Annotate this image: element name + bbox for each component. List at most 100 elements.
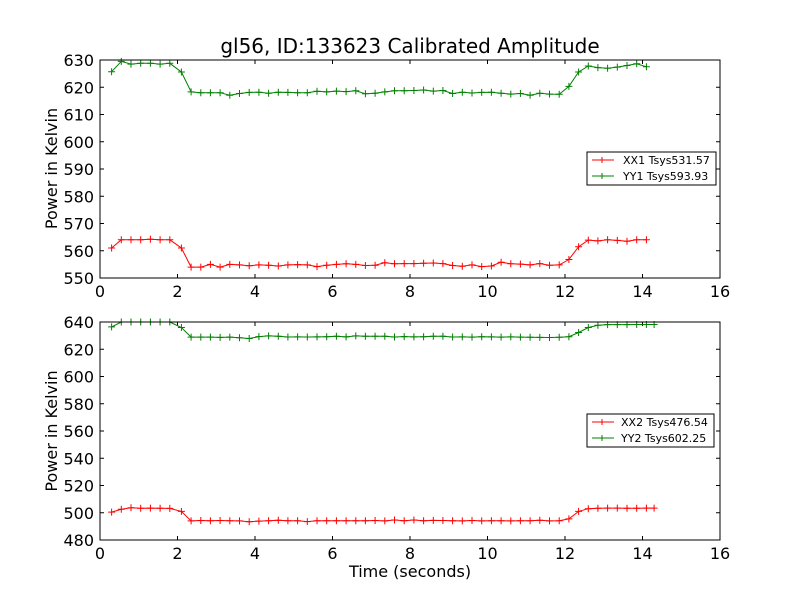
bottom-series-1-point: [284, 333, 292, 341]
top-plot-frame: [99, 59, 721, 279]
top-series-1-point: [137, 59, 145, 67]
top-series-1-point: [226, 91, 234, 99]
top-series-0-point: [197, 263, 205, 271]
top-series-0-point: [137, 236, 145, 244]
top-series-1-point: [536, 89, 544, 97]
bottom-series-0-point: [156, 504, 164, 512]
bottom-series-0-point: [313, 517, 321, 525]
top-x-tick-label: 0: [95, 282, 105, 301]
top-series-1-point: [400, 87, 408, 95]
top-series-1-point: [352, 87, 360, 95]
top-x-tick-label: 14: [632, 282, 652, 301]
top-series-1-point: [633, 60, 641, 68]
bottom-series-0-point: [555, 517, 563, 525]
bottom-series-1-point: [391, 333, 398, 341]
top-series-1-point: [255, 88, 263, 96]
bottom-series-0-point: [507, 517, 515, 525]
top-legend: XX1 Tsys531.57 YY1 Tsys593.93: [586, 151, 717, 186]
bottom-series-1-point: [274, 332, 282, 340]
top-series-1-point: [156, 60, 164, 68]
top-series-0-point: [117, 236, 125, 244]
top-series-0-point: [342, 260, 350, 268]
top-series-1-point: [197, 89, 205, 97]
top-series-0-point: [546, 261, 553, 269]
top-series-0-point: [265, 261, 273, 269]
top-series-1-point: [361, 90, 369, 98]
bottom-series-1-point: [575, 329, 583, 336]
bottom-y-tick-label: 620: [63, 340, 94, 359]
top-x-tick-label: 10: [477, 282, 497, 301]
top-y-tick-label: 560: [63, 242, 94, 261]
bottom-series-0-point: [226, 517, 234, 525]
bottom-series-0-point: [391, 516, 398, 524]
top-series-1-point: [546, 90, 553, 98]
bottom-series-1-point: [449, 333, 457, 341]
top-series-0-point: [206, 260, 214, 268]
top-series-1-point: [245, 88, 253, 96]
bottom-series-0-point: [458, 517, 466, 525]
bottom-series-0-point: [117, 505, 125, 513]
bottom-series-1-point: [565, 333, 573, 341]
bottom-x-tick-label: 8: [405, 544, 415, 563]
bottom-series-1-point: [439, 332, 447, 340]
top-series-1-point: [284, 88, 292, 96]
top-series-1-point: [594, 64, 602, 72]
bottom-series-0-point: [487, 517, 495, 525]
bottom-legend-marker-xx2: [599, 419, 605, 425]
bottom-series-0-point: [137, 504, 145, 512]
top-series-0-point: [400, 260, 408, 268]
bottom-series-1-point: [458, 333, 466, 341]
top-series-1-point: [613, 63, 621, 71]
top-series-0-point: [642, 236, 650, 244]
bottom-series-0-point: [468, 517, 476, 524]
bottom-series-1-point: [536, 333, 544, 341]
bottom-series-1-point: [516, 333, 524, 341]
bottom-series-0-point: [127, 504, 135, 512]
bottom-series-1-point: [352, 332, 360, 340]
top-series-1-point: [555, 90, 563, 98]
bottom-x-tick-label: 12: [555, 544, 575, 563]
bottom-series-1-point: [294, 333, 302, 341]
top-series-0-point: [487, 262, 495, 270]
bottom-series-0-point: [420, 517, 428, 525]
bottom-series-0-point: [323, 517, 331, 525]
bottom-series-0-point: [594, 504, 602, 512]
bottom-x-tick-label: 2: [172, 544, 182, 563]
bottom-series-1-point: [400, 333, 408, 341]
top-x-tick-label: 12: [555, 282, 575, 301]
bottom-series-0-point: [352, 517, 360, 525]
bottom-series-0-point: [478, 517, 486, 525]
top-series-1-point: [274, 88, 282, 96]
bottom-series-1-point: [468, 333, 476, 341]
top-series-0-point: [313, 263, 321, 271]
top-series-0-point: [594, 237, 602, 245]
bottom-x-tick-label: 4: [250, 544, 260, 563]
top-series-0-point: [604, 236, 612, 244]
bottom-series-1-point: [546, 334, 553, 341]
top-series-0-point: [468, 261, 476, 269]
bottom-series-0-point: [575, 507, 583, 515]
top-series-1-point: [206, 89, 214, 97]
top-series-0-point: [410, 260, 418, 268]
bottom-series-0-point: [108, 508, 116, 516]
top-legend-label-yy1: YY1 Tsys593.93: [622, 170, 708, 183]
top-series-1-point: [146, 59, 154, 67]
top-series-0-point: [526, 261, 534, 269]
top-series-0-point: [507, 260, 515, 268]
top-series-0-point: [555, 261, 563, 269]
top-y-tick-label: 620: [63, 78, 94, 97]
bottom-series-1-point: [497, 333, 505, 341]
bottom-series-0-point: [206, 517, 214, 525]
bottom-series-0-point: [526, 517, 534, 525]
bottom-series-1-point: [265, 332, 273, 340]
bottom-series-0-point: [613, 504, 621, 512]
bottom-legend: XX2 Tsys476.54 YY2 Tsys602.25: [586, 413, 715, 448]
bottom-y-tick-label: 520: [63, 477, 94, 496]
top-series-0-point: [516, 260, 524, 268]
bottom-x-tick-label: 0: [95, 544, 105, 563]
bottom-series-0-point: [429, 516, 437, 524]
bottom-series-0-point: [146, 504, 154, 512]
bottom-series-1-point: [108, 323, 116, 331]
top-series-1-point: [294, 89, 302, 97]
bottom-legend-box: [586, 413, 715, 448]
